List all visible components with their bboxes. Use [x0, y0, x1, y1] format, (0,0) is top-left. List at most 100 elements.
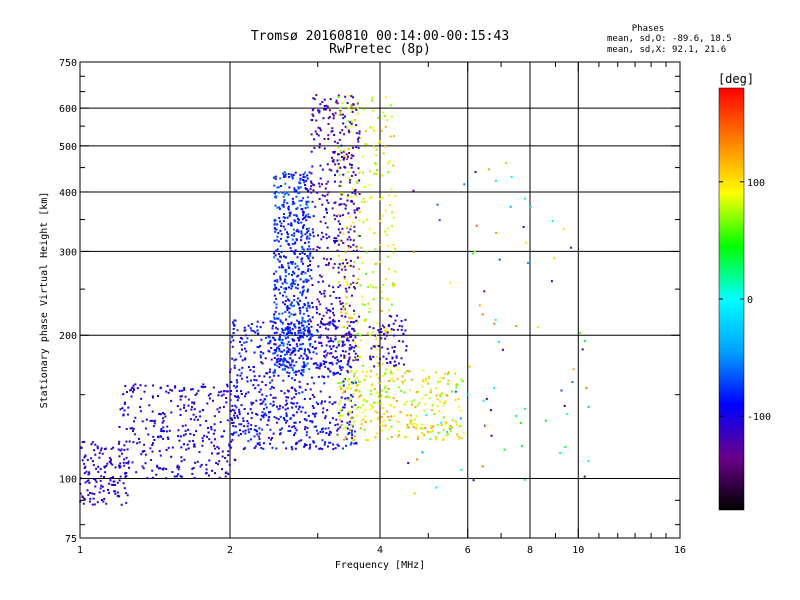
- data-point: [302, 324, 305, 327]
- data-point: [253, 351, 256, 354]
- data-point: [287, 173, 290, 175]
- data-point: [283, 213, 285, 215]
- data-point: [304, 388, 307, 391]
- data-point: [337, 444, 340, 447]
- data-point: [269, 387, 272, 390]
- data-point: [170, 455, 173, 458]
- data-point: [124, 472, 126, 475]
- data-point: [388, 380, 391, 382]
- data-point: [423, 434, 426, 437]
- data-point: [384, 209, 387, 212]
- data-point: [462, 431, 465, 434]
- data-point: [375, 148, 378, 151]
- data-point: [217, 452, 220, 455]
- data-point: [264, 384, 267, 386]
- data-point: [369, 408, 372, 411]
- data-point: [246, 425, 249, 428]
- data-point: [152, 442, 154, 445]
- data-point: [275, 350, 278, 353]
- data-point: [150, 459, 153, 461]
- data-point: [345, 335, 348, 338]
- data-point: [350, 196, 353, 198]
- data-point: [299, 299, 302, 302]
- data-point: [295, 207, 298, 210]
- data-point: [493, 322, 496, 325]
- data-point: [373, 129, 375, 132]
- data-point: [440, 424, 443, 427]
- data-point: [494, 318, 497, 321]
- data-point: [230, 440, 233, 443]
- data-point: [305, 296, 307, 299]
- data-point: [349, 443, 352, 446]
- data-point: [413, 399, 416, 402]
- data-point: [338, 403, 341, 406]
- data-point: [369, 197, 372, 200]
- data-point: [233, 364, 236, 367]
- data-point: [408, 370, 411, 373]
- data-point: [384, 125, 387, 128]
- data-point: [260, 338, 263, 341]
- data-point: [340, 193, 343, 196]
- data-point: [342, 242, 345, 244]
- data-point: [288, 329, 291, 332]
- data-point: [104, 471, 107, 474]
- data-point: [116, 481, 119, 484]
- data-point: [341, 414, 344, 417]
- data-point: [327, 367, 330, 370]
- data-point: [159, 435, 162, 438]
- data-point: [269, 320, 272, 323]
- data-point: [84, 455, 87, 458]
- data-point: [184, 395, 187, 398]
- data-point: [329, 320, 332, 323]
- data-point: [342, 380, 345, 383]
- data-point: [273, 272, 275, 275]
- stats-line-o: mean, sd,O: -89.6, 18.5: [607, 34, 732, 44]
- data-point: [320, 322, 323, 325]
- data-point: [358, 207, 361, 210]
- data-point: [335, 101, 338, 104]
- data-point: [351, 191, 354, 194]
- data-point: [224, 457, 226, 459]
- data-point: [391, 284, 394, 287]
- data-point: [384, 145, 387, 148]
- data-point: [231, 357, 234, 360]
- data-point: [367, 439, 369, 442]
- data-point: [294, 279, 297, 282]
- data-point: [304, 411, 307, 414]
- data-point: [151, 410, 154, 413]
- data-point: [564, 445, 567, 448]
- data-point: [344, 426, 347, 429]
- data-point: [262, 442, 265, 445]
- data-point: [318, 143, 321, 146]
- data-point: [205, 468, 208, 471]
- data-point: [369, 170, 371, 173]
- data-point: [363, 428, 366, 431]
- data-point: [382, 152, 385, 155]
- y-axis-label: Stationary phase Virtual Height [km]: [39, 192, 50, 409]
- data-point: [81, 496, 84, 498]
- data-point: [339, 303, 342, 305]
- data-point: [306, 362, 309, 365]
- data-point: [121, 452, 123, 455]
- data-point: [311, 183, 314, 186]
- data-point: [322, 117, 325, 120]
- data-point: [126, 448, 129, 451]
- data-point: [354, 192, 357, 195]
- data-point: [332, 159, 335, 161]
- data-point: [327, 328, 330, 331]
- data-point: [334, 338, 337, 341]
- data-point: [306, 188, 308, 191]
- data-point: [349, 317, 352, 320]
- data-point: [350, 174, 353, 177]
- data-point: [304, 233, 307, 236]
- data-point: [292, 270, 295, 273]
- data-point: [324, 415, 327, 418]
- data-point: [288, 286, 290, 289]
- data-point: [404, 329, 407, 332]
- data-point: [310, 185, 313, 188]
- data-point: [332, 448, 335, 451]
- data-point: [105, 502, 108, 505]
- data-point: [294, 427, 297, 430]
- data-point: [315, 132, 318, 135]
- data-point: [282, 363, 284, 366]
